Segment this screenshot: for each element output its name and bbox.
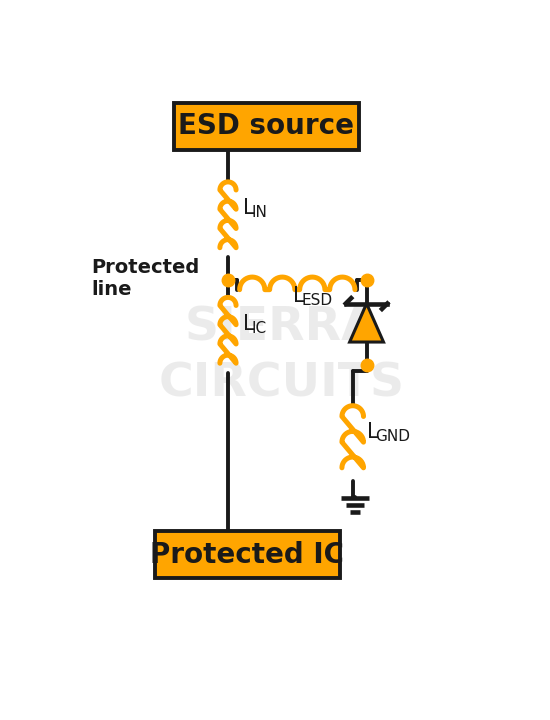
- FancyBboxPatch shape: [174, 102, 359, 150]
- Text: GND: GND: [375, 428, 410, 444]
- Text: IN: IN: [252, 205, 267, 220]
- Text: ESD source: ESD source: [179, 112, 355, 140]
- Text: Protected IC: Protected IC: [150, 541, 344, 569]
- Text: ESD: ESD: [302, 293, 333, 308]
- Text: Protected
line: Protected line: [92, 258, 200, 300]
- FancyBboxPatch shape: [155, 531, 340, 578]
- Text: L: L: [243, 314, 255, 333]
- Text: L: L: [294, 286, 305, 306]
- Text: IC: IC: [252, 321, 267, 336]
- Text: L: L: [243, 198, 255, 218]
- Text: SIERRA
CIRCUITS: SIERRA CIRCUITS: [159, 306, 405, 406]
- Text: L: L: [366, 421, 378, 441]
- Polygon shape: [350, 304, 383, 342]
